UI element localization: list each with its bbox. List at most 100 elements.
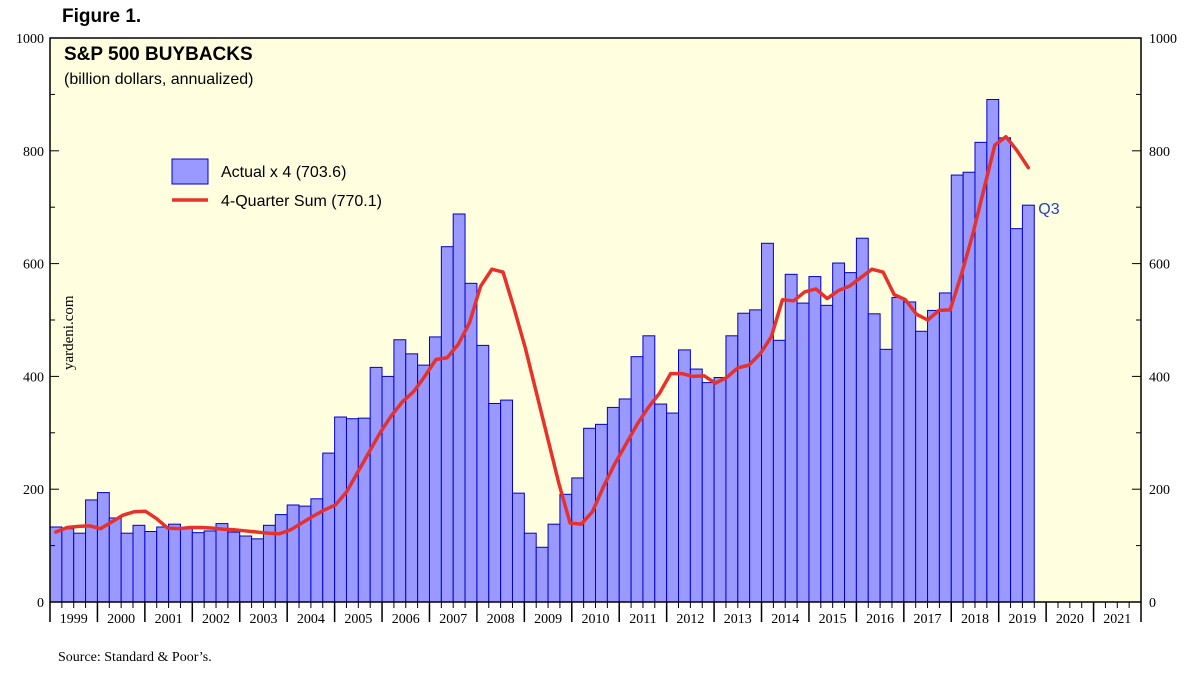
bar-q32: [417, 364, 430, 603]
x-year-label-2019: 2019: [1008, 612, 1036, 627]
x-year-label-2021: 2021: [1103, 612, 1131, 627]
x-year-label-2010: 2010: [582, 612, 610, 627]
bar-q10: [156, 526, 170, 603]
bar-q55: [689, 368, 703, 603]
bar-q28: [369, 366, 383, 603]
bar-q13: [191, 532, 205, 603]
axes: 0 0 200 200 400 400 600 600 800 800 1000 1000 1999 20…: [16, 32, 1177, 627]
x-year-label-2002: 2002: [202, 612, 230, 627]
bar-q3: [73, 532, 87, 603]
bar-q83: [1021, 204, 1035, 603]
watermark: yardeni.com: [61, 295, 77, 370]
bar-q53: [666, 412, 680, 603]
legend-label-actual: Actual x 4 (703.6): [221, 164, 346, 181]
x-year-label-2014: 2014: [771, 612, 799, 627]
bar-q20: [274, 514, 288, 603]
annotation-q3: Q3: [1038, 201, 1059, 218]
figure-label: Figure 1.: [62, 6, 142, 27]
bar-q30: [393, 339, 407, 603]
bar-q17: [239, 535, 253, 603]
x-year-label-2018: 2018: [961, 612, 989, 627]
bar-q61: [761, 242, 774, 603]
bar-q39: [500, 399, 513, 603]
bar-q4: [85, 499, 98, 603]
bar-q11: [168, 523, 181, 603]
y-tick-label-right-800: 800: [1149, 145, 1170, 160]
bar-q21: [286, 504, 300, 603]
x-year-label-2017: 2017: [914, 612, 942, 627]
chart-title: S&P 500 BUYBACKS: [64, 44, 253, 65]
legend-label-sum: 4-Quarter Sum (770.1): [221, 193, 382, 210]
bar-q26: [345, 418, 359, 603]
bar-q37: [476, 344, 490, 603]
x-year-label-2007: 2007: [439, 612, 467, 627]
bar-q65: [808, 276, 822, 603]
bar-q8: [132, 524, 146, 603]
y-tick-label-left-0: 0: [37, 596, 44, 611]
bar-q27: [357, 417, 371, 603]
bar-q34: [440, 246, 454, 603]
bar-q76: [938, 292, 952, 603]
bar-q15: [215, 523, 229, 603]
x-year-label-2006: 2006: [392, 612, 420, 627]
bar-q9: [144, 531, 158, 603]
four-quarter-sum-line: [54, 134, 1031, 536]
bar-q63: [784, 273, 798, 603]
x-year-label-2011: 2011: [629, 612, 656, 627]
bar-q56: [701, 382, 715, 603]
source-note: Source: Standard & Poor’s.: [58, 650, 212, 665]
bar-q38: [488, 402, 502, 603]
bar-q81: [998, 137, 1012, 603]
bar-q62: [772, 339, 786, 603]
bar-q67: [832, 262, 846, 603]
x-year-label-1999: 1999: [60, 612, 88, 627]
bar-q71: [879, 348, 893, 603]
y-tick-label-left-1000: 1000: [16, 32, 44, 47]
bar-q49: [618, 398, 632, 603]
chart-subtitle: (billion dollars, annualized): [64, 71, 253, 88]
x-year-label-2012: 2012: [676, 612, 704, 627]
x-year-label-2016: 2016: [866, 612, 894, 627]
bar-q40: [511, 492, 525, 603]
bar-q5: [96, 492, 110, 603]
y-tick-label-right-1000: 1000: [1149, 32, 1177, 47]
bar-q42: [535, 546, 549, 603]
bar-q52: [654, 403, 668, 603]
x-year-label-2020: 2020: [1056, 612, 1084, 627]
x-year-label-2003: 2003: [249, 612, 277, 627]
bar-q66: [820, 304, 834, 603]
bar-q77: [950, 174, 964, 603]
bar-q6: [108, 517, 122, 603]
x-year-label-2009: 2009: [534, 612, 562, 627]
bar-q1: [49, 526, 63, 603]
bar-q69: [855, 237, 869, 603]
x-year-label-2005: 2005: [344, 612, 372, 627]
bar-q48: [606, 406, 620, 603]
bar-q18: [251, 538, 264, 603]
bar-q19: [262, 524, 276, 603]
bar-q73: [903, 301, 917, 603]
bar-q59: [737, 312, 751, 603]
bar-q43: [547, 523, 561, 603]
bar-q45: [571, 477, 585, 603]
x-year-label-2001: 2001: [155, 612, 183, 627]
bar-q70: [867, 313, 881, 603]
y-tick-label-right-400: 400: [1149, 370, 1170, 385]
bar-q74: [915, 330, 929, 603]
x-year-label-2004: 2004: [297, 612, 325, 627]
legend-bar-swatch: [171, 158, 209, 185]
y-tick-label-left-200: 200: [23, 483, 44, 498]
y-tick-label-right-600: 600: [1149, 258, 1170, 273]
bar-q25: [334, 416, 347, 603]
bar-q7: [120, 532, 134, 603]
x-year-label-2008: 2008: [487, 612, 515, 627]
bar-q35: [452, 213, 466, 603]
bar-q75: [927, 309, 940, 603]
y-tick-label-left-800: 800: [23, 145, 44, 160]
bar-q50: [630, 356, 644, 603]
y-tick-label-left-400: 400: [23, 370, 44, 385]
bar-q57: [713, 377, 727, 603]
y-tick-label-right-0: 0: [1149, 596, 1156, 611]
bar-q51: [642, 335, 656, 603]
